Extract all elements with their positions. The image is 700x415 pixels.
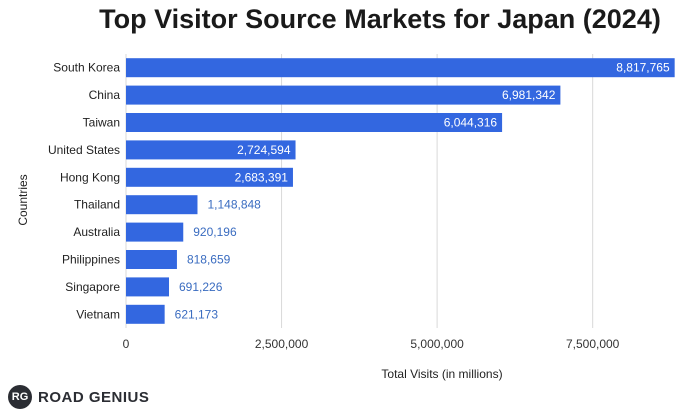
brand-mark-icon: RG <box>8 385 32 409</box>
brand-name: ROAD GENIUS <box>38 388 150 406</box>
value-label: 818,659 <box>187 253 231 267</box>
bar <box>126 222 184 242</box>
bar <box>126 195 198 215</box>
category-label: Philippines <box>62 253 120 267</box>
chart-title: Top Visitor Source Markets for Japan (20… <box>99 4 661 34</box>
category-label: South Korea <box>53 61 120 75</box>
category-label: China <box>89 88 121 102</box>
x-tick-label: 0 <box>123 337 130 351</box>
x-tick-label: 5,000,000 <box>410 337 464 351</box>
bar <box>126 250 177 269</box>
bar <box>126 113 503 132</box>
category-label: Hong Kong <box>60 170 120 184</box>
label-layer: 0 2,500,000 5,000,000 7,500,000 South Korea 8… <box>48 61 670 351</box>
value-label: 6,044,316 <box>444 116 498 130</box>
bar <box>126 304 165 324</box>
bar <box>126 140 296 160</box>
x-tick-label: 7,500,000 <box>566 337 620 351</box>
bar-layer <box>126 58 675 324</box>
bar <box>126 85 561 105</box>
category-label: Australia <box>73 225 120 239</box>
value-label: 8,817,765 <box>616 61 670 75</box>
y-axis-title: Countries <box>16 174 30 225</box>
value-label: 2,683,391 <box>235 170 289 184</box>
category-label: Thailand <box>74 198 120 212</box>
category-label: Taiwan <box>83 116 120 130</box>
value-label: 2,724,594 <box>237 143 291 157</box>
value-label: 621,173 <box>175 307 219 321</box>
bar <box>126 167 293 187</box>
x-axis-title: Total Visits (in millions) <box>381 367 502 381</box>
bar <box>126 277 170 297</box>
value-label: 1,148,848 <box>207 198 261 212</box>
x-tick-label: 2,500,000 <box>255 337 309 351</box>
value-label: 691,226 <box>179 280 223 294</box>
value-label: 920,196 <box>193 225 237 239</box>
category-label: Vietnam <box>76 307 120 321</box>
category-label: Singapore <box>65 280 120 294</box>
bar <box>126 58 675 78</box>
category-label: United States <box>48 143 120 157</box>
brand-logo: RG ROAD GENIUS <box>8 384 149 410</box>
value-label: 6,981,342 <box>502 88 556 102</box>
